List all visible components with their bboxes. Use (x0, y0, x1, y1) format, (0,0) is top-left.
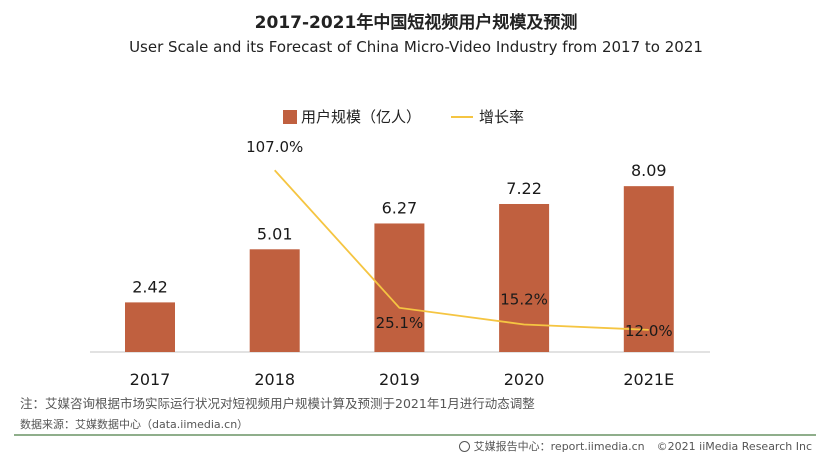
legend: 用户规模（亿人） 增长率 (283, 106, 524, 127)
footer-report: 艾媒报告中心：report.iimedia.cn (473, 440, 645, 453)
bar (125, 302, 175, 352)
chart-note: 注：艾媒咨询根据市场实际运行状况对短视频用户规模计算及预测于2021年1月进行动… (20, 396, 535, 411)
growth-rate-label: 12.0% (625, 322, 673, 340)
x-tick-label: 2019 (379, 370, 420, 389)
x-tick-label: 2018 (254, 370, 295, 389)
chart-title: 2017-2021年中国短视频用户规模及预测 (254, 13, 578, 33)
growth-rate-label: 15.2% (500, 290, 548, 308)
bar (623, 186, 674, 352)
data-source: 数据来源：艾媒数据中心（data.iimedia.cn） (20, 418, 249, 431)
bar-value-label: 7.22 (506, 179, 542, 198)
legend-label-line: 增长率 (479, 108, 525, 126)
x-tick-label: 2017 (130, 370, 171, 389)
growth-rate-label: 107.0% (246, 138, 303, 156)
bar-value-label: 6.27 (382, 198, 418, 217)
chart-subtitle: User Scale and its Forecast of China Mic… (129, 38, 703, 56)
footer-divider (14, 434, 816, 436)
bar-value-label: 8.09 (631, 161, 667, 180)
globe-icon (458, 440, 470, 452)
x-tick-label: 2021E (623, 370, 674, 389)
legend-swatch-bar (283, 109, 297, 124)
bar (249, 249, 300, 352)
legend-swatch-line (451, 115, 474, 118)
footer: 艾媒报告中心：report.iimedia.cn ©2021 iiMedia R… (458, 438, 812, 454)
growth-rate-line (274, 169, 649, 331)
growth-rate-label: 25.1% (376, 314, 424, 332)
footer-copyright: ©2021 iiMedia Research Inc (656, 439, 812, 453)
bar-value-label: 2.42 (132, 277, 168, 296)
bar (374, 223, 425, 352)
bar-value-label: 5.01 (257, 224, 293, 243)
bar (499, 203, 550, 352)
legend-label-bar: 用户规模（亿人） (301, 108, 422, 126)
x-tick-label: 2020 (504, 370, 545, 389)
